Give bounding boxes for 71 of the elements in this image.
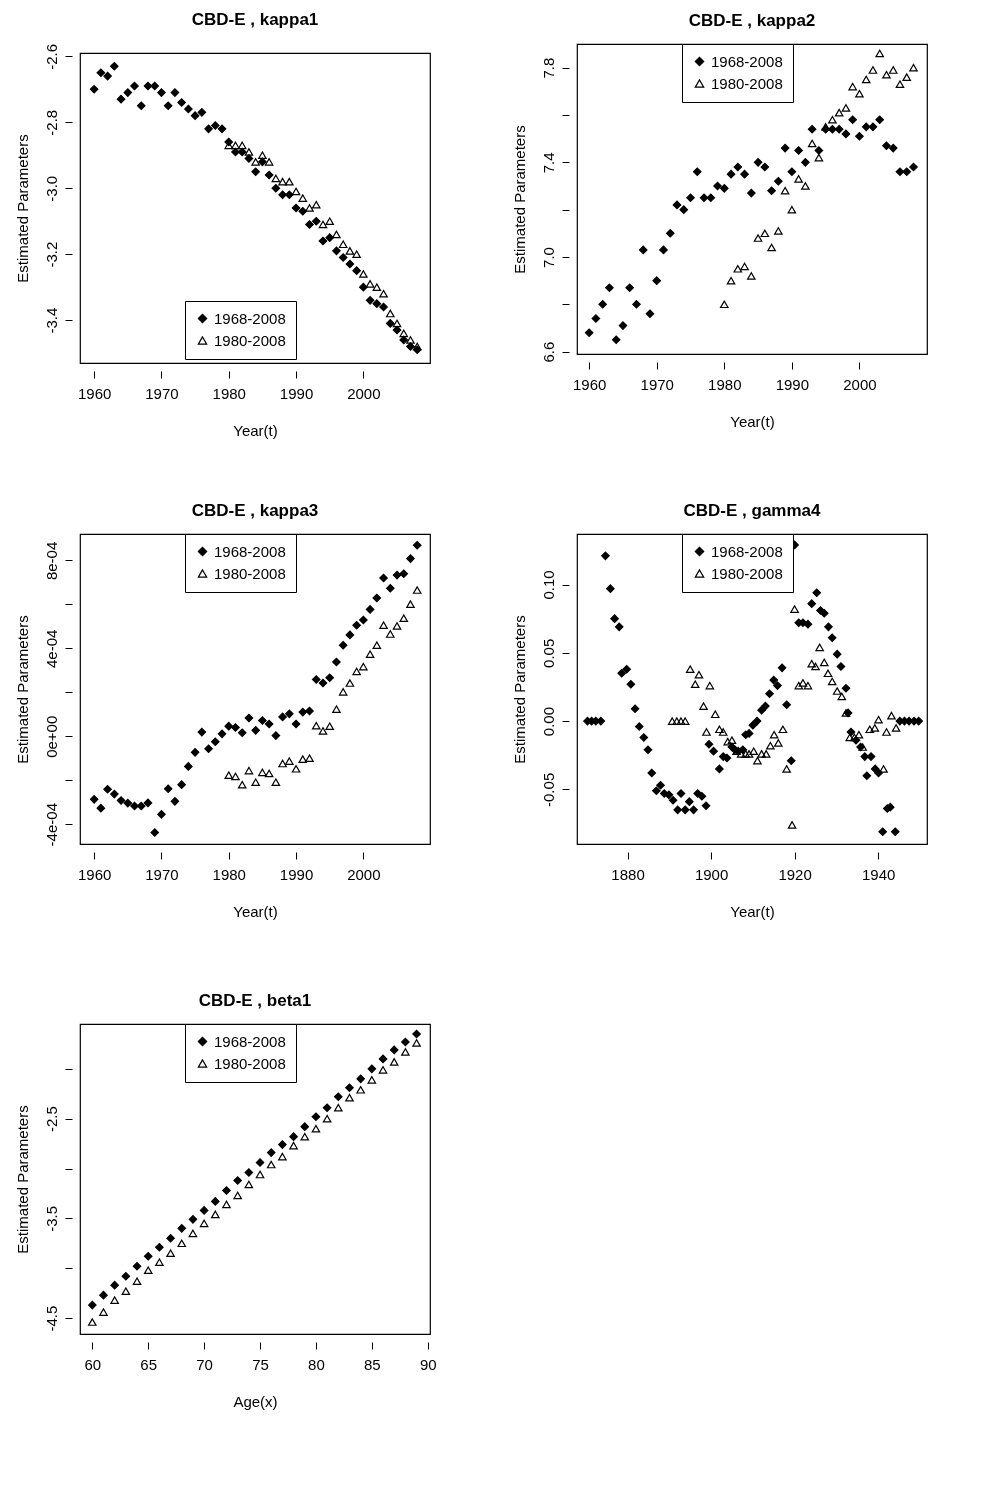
legend-label: 1968-2008 bbox=[214, 1032, 286, 1050]
x-tick-label: 1980 bbox=[212, 384, 246, 402]
x-tick-label: 1970 bbox=[145, 865, 179, 883]
legend-label: 1968-2008 bbox=[214, 542, 286, 560]
x-tick-label: 1990 bbox=[775, 375, 810, 393]
x-axis-title: Year(t) bbox=[233, 421, 278, 439]
x-tick-label: 1980 bbox=[212, 865, 246, 883]
x-tick-label: 1920 bbox=[778, 865, 812, 883]
legend-label: 1980-2008 bbox=[214, 564, 286, 582]
y-tick-label: 0.00 bbox=[539, 706, 557, 737]
y-tick-label: 0.05 bbox=[539, 638, 557, 668]
x-axis-title: Age(x) bbox=[233, 1392, 278, 1410]
y-tick-label: 4e-04 bbox=[42, 629, 60, 669]
x-tick-label: 2000 bbox=[347, 865, 381, 883]
legend-label: 1980-2008 bbox=[214, 331, 286, 349]
chart-title: CBD-E , gamma4 bbox=[683, 500, 822, 520]
y-tick-label: -2.8 bbox=[42, 109, 60, 136]
legend-label: 1968-2008 bbox=[214, 309, 286, 327]
y-tick-label: 7.0 bbox=[539, 247, 557, 268]
x-tick-label: 1900 bbox=[694, 865, 729, 883]
y-axis-title: Estimated Parameters bbox=[13, 615, 31, 764]
x-tick-label: 85 bbox=[364, 1355, 381, 1373]
chart-title: CBD-E , beta1 bbox=[198, 990, 312, 1010]
x-axis-title: Year(t) bbox=[730, 902, 775, 920]
x-tick-label: 1880 bbox=[611, 865, 645, 883]
x-tick-label: 90 bbox=[419, 1355, 437, 1373]
chart-title: CBD-E , kappa2 bbox=[688, 10, 816, 30]
x-tick-label: 70 bbox=[196, 1355, 213, 1373]
y-tick-label: -4.5 bbox=[42, 1305, 60, 1332]
y-tick-label: 7.8 bbox=[539, 57, 557, 79]
y-axis-title: Estimated Parameters bbox=[510, 615, 528, 764]
x-tick-label: 1960 bbox=[572, 375, 607, 393]
legend-label: 1968-2008 bbox=[711, 542, 783, 560]
y-tick-label: -4e-04 bbox=[42, 803, 60, 847]
x-tick-label: 1990 bbox=[279, 865, 314, 883]
x-tick-label: 2000 bbox=[347, 384, 381, 402]
y-tick-label: 0e+00 bbox=[42, 715, 60, 758]
x-tick-label: 1980 bbox=[708, 375, 742, 393]
y-axis-title: Estimated Parameters bbox=[13, 134, 31, 283]
legend-label: 1980-2008 bbox=[711, 564, 783, 582]
x-tick-label: 1970 bbox=[640, 375, 674, 393]
y-axis-title: Estimated Parameters bbox=[510, 125, 528, 274]
x-tick-label: 1940 bbox=[861, 865, 896, 883]
x-tick-label: 1960 bbox=[77, 865, 112, 883]
y-tick-label: -3.2 bbox=[42, 241, 60, 268]
y-tick-label: -0.05 bbox=[539, 772, 557, 807]
x-tick-label: 60 bbox=[84, 1355, 102, 1373]
y-axis-title: Estimated Parameters bbox=[13, 1105, 31, 1254]
y-tick-label: -2.5 bbox=[42, 1106, 60, 1133]
y-tick-label: -3.5 bbox=[42, 1205, 60, 1232]
x-tick-label: 2000 bbox=[843, 375, 877, 393]
y-tick-label: -3.0 bbox=[42, 175, 60, 202]
y-tick-label: 8e-04 bbox=[42, 541, 60, 581]
chart-title: CBD-E , kappa1 bbox=[191, 10, 319, 30]
x-tick-label: 1960 bbox=[77, 384, 112, 402]
x-axis-title: Year(t) bbox=[730, 412, 775, 430]
x-tick-label: 75 bbox=[252, 1355, 269, 1373]
chart-title: CBD-E , kappa3 bbox=[191, 500, 319, 520]
x-tick-label: 1990 bbox=[279, 384, 314, 402]
y-tick-label: -2.6 bbox=[42, 43, 60, 70]
x-tick-label: 80 bbox=[308, 1355, 325, 1373]
x-tick-label: 1970 bbox=[145, 384, 179, 402]
y-tick-label: 6.6 bbox=[539, 341, 557, 363]
x-tick-label: 65 bbox=[140, 1355, 158, 1373]
legend-label: 1980-2008 bbox=[214, 1054, 286, 1072]
y-tick-label: -3.4 bbox=[42, 307, 60, 334]
y-tick-label: 7.4 bbox=[539, 152, 557, 174]
legend-label: 1968-2008 bbox=[711, 52, 783, 70]
x-axis-title: Year(t) bbox=[233, 902, 278, 920]
legend-label: 1980-2008 bbox=[711, 74, 783, 92]
y-tick-label: 0.10 bbox=[539, 570, 557, 600]
